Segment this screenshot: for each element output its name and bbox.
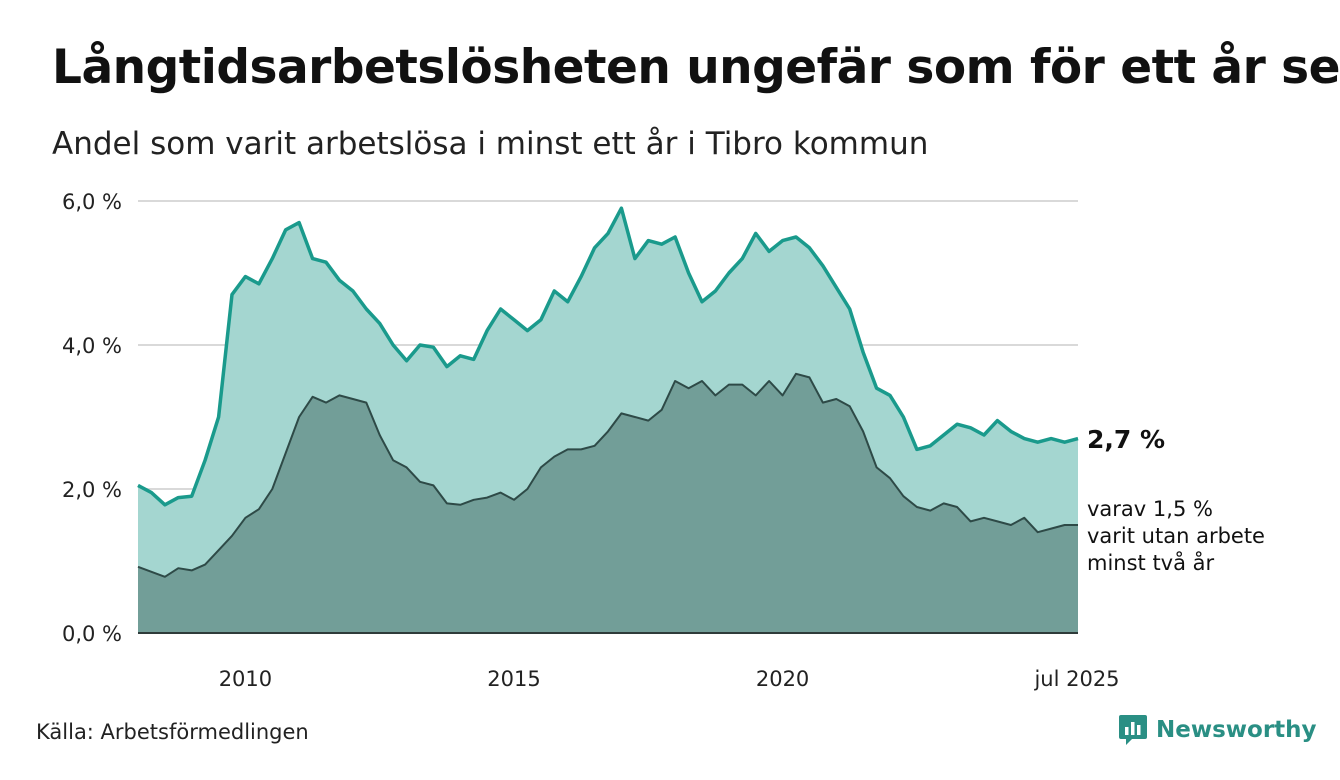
brand-name: Newsworthy	[1156, 717, 1317, 743]
x-tick-label: jul 2025	[1033, 667, 1119, 691]
end-label-sub: varav 1,5 % varit utan arbete minst två …	[1087, 496, 1327, 577]
end-label-sub-line-1: varav 1,5 %	[1087, 497, 1213, 521]
brand-logo: Newsworthy	[1118, 713, 1317, 747]
x-tick-label: 2020	[756, 667, 809, 691]
y-tick-label: 6,0 %	[62, 190, 122, 214]
x-axis: 2010 2015 2020 jul 2025	[219, 667, 1120, 691]
total-line	[137, 206, 1079, 507]
end-label-sub-line-3: minst två år	[1087, 551, 1215, 575]
end-label-total: 2,7 %	[1087, 425, 1166, 454]
y-tick-label: 4,0 %	[62, 334, 122, 358]
source-note: Källa: Arbetsförmedlingen	[36, 720, 309, 744]
x-tick-label: 2015	[487, 667, 540, 691]
sub-area	[138, 373, 1078, 633]
y-tick-label: 2,0 %	[62, 478, 122, 502]
newsworthy-logo-icon	[1119, 715, 1147, 745]
chart-title: Långtidsarbetslösheten ungefär som för e…	[52, 40, 1340, 95]
x-tick-label: 2010	[219, 667, 272, 691]
sub-line	[137, 372, 1078, 578]
end-label-sub-line-2: varit utan arbete	[1087, 524, 1265, 548]
y-tick-label: 0,0 %	[62, 622, 122, 646]
y-axis: 0,0 % 2,0 % 4,0 % 6,0 %	[62, 190, 122, 646]
chart-subtitle: Andel som varit arbetslösa i minst ett å…	[52, 126, 929, 162]
